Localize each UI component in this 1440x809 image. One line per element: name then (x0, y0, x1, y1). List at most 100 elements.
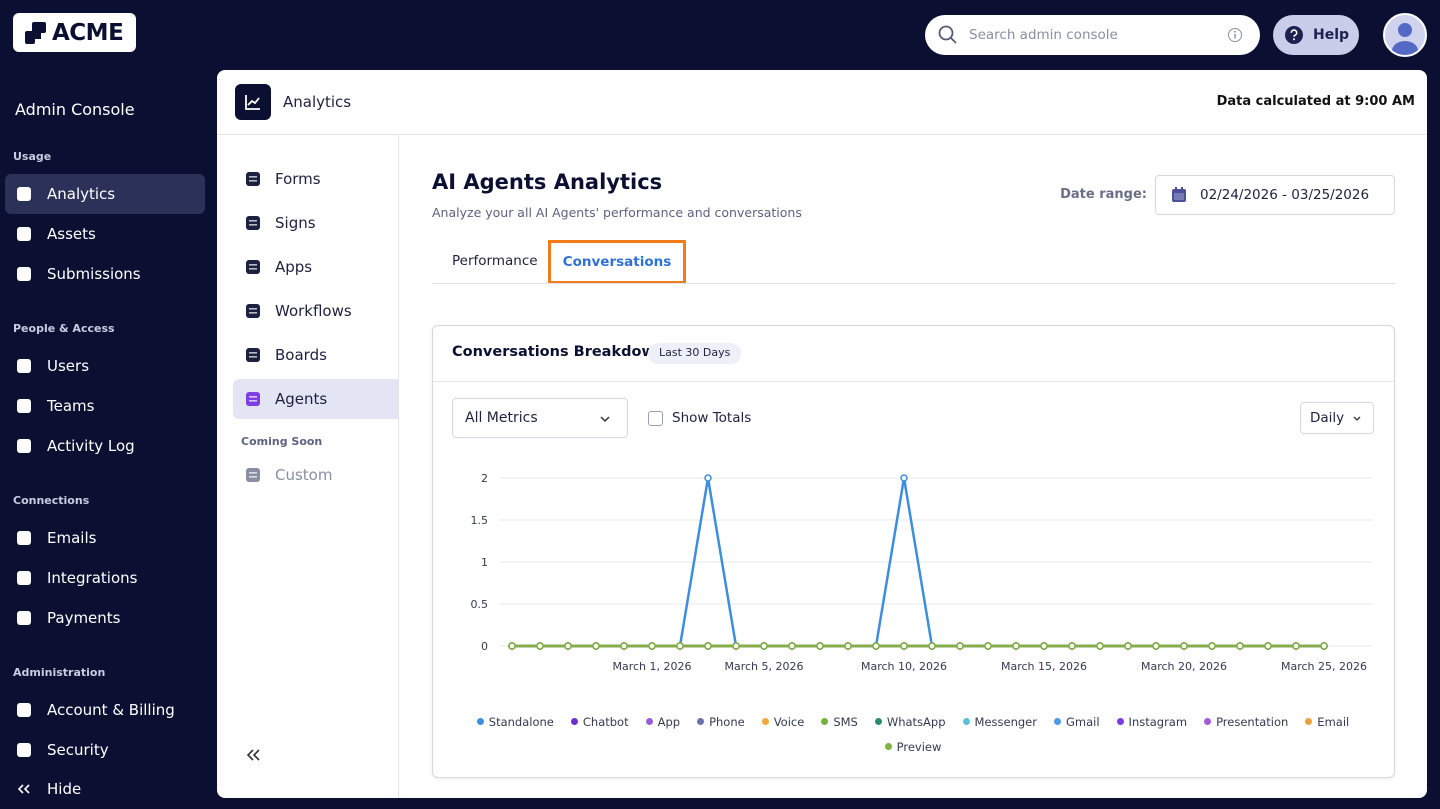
tab-performance[interactable]: Performance (452, 253, 538, 269)
data-point (1264, 642, 1272, 650)
sidebar-item[interactable]: Users (5, 346, 205, 386)
legend-swatch (761, 718, 769, 725)
sidebar-item[interactable]: Assets (5, 214, 205, 254)
logo[interactable]: ACME (13, 13, 136, 52)
show-totals[interactable]: Show Totals (648, 410, 751, 426)
sidebar-item[interactable]: Teams (5, 386, 205, 426)
data-point (1040, 642, 1048, 650)
date-range-picker[interactable]: 02/24/2026 - 03/25/2026 (1155, 175, 1395, 215)
legend-item[interactable]: Instagram (1116, 709, 1187, 734)
chart: 0 0.5 1 1.5 2 March 1, 2026 March 5, 2026 March… (471, 472, 1372, 673)
x-tick-label: March 5, 2026 (724, 660, 803, 673)
legend-swatch (1116, 718, 1124, 725)
collapse-subnav[interactable] (246, 748, 262, 762)
x-tick-label: March 25, 2026 (1281, 660, 1367, 673)
interval-select[interactable]: Daily (1300, 402, 1374, 434)
legend-item[interactable]: Messenger (962, 709, 1037, 734)
legend-swatch (476, 718, 484, 725)
metric-select[interactable]: All Metrics (452, 398, 628, 438)
subnav-item[interactable]: Signs (233, 203, 398, 243)
sidebar-item[interactable]: Activity Log (5, 426, 205, 466)
legend-label: Email (1317, 714, 1350, 729)
logo-text: ACME (52, 19, 124, 46)
subnav-item[interactable]: Apps (233, 247, 398, 287)
icon (17, 439, 31, 453)
legend-item[interactable]: Presentation (1204, 709, 1288, 734)
legend-item[interactable]: Standalone (476, 709, 554, 734)
legend-item[interactable]: Voice (761, 709, 804, 734)
sidebar-item[interactable]: Analytics (5, 174, 205, 214)
sidebar-item[interactable]: Security (5, 730, 205, 770)
subnav-item[interactable]: Boards (233, 335, 398, 375)
legend-item[interactable]: App (645, 709, 680, 734)
x-tick-label: March 1, 2026 (612, 660, 691, 673)
legend-swatch (1053, 718, 1061, 725)
icon (246, 348, 260, 362)
data-point (760, 642, 768, 650)
sidebar-item-label: Teams (47, 397, 95, 415)
subnav-item[interactable]: Forms (233, 159, 398, 199)
data-point (1320, 642, 1328, 650)
coming-soon-label: Coming Soon (241, 435, 323, 448)
data-point (1124, 642, 1132, 650)
icon (17, 743, 31, 757)
subnav-label: Workflows (275, 302, 352, 320)
y-tick-label: 1.5 (471, 514, 489, 527)
sidebar-section-label: Usage (13, 150, 52, 163)
legend-item[interactable]: Chatbot (570, 709, 629, 734)
data-point (1180, 642, 1188, 650)
data-point (1236, 642, 1244, 650)
tab-conversations[interactable]: Conversations (548, 240, 686, 284)
chevron (1353, 416, 1361, 421)
subnav-item[interactable]: Agents (233, 379, 398, 419)
checkbox[interactable] (648, 410, 663, 426)
help-button[interactable]: Help (1273, 15, 1359, 55)
legend-label: Messenger (974, 714, 1037, 729)
sidebar-item[interactable]: Integrations (5, 558, 205, 598)
y-tick-label: 0 (481, 640, 488, 653)
panel-header (217, 70, 1427, 135)
legend-item[interactable]: Preview (884, 734, 941, 759)
help-label: Help (1313, 27, 1350, 43)
data-point (1208, 642, 1216, 650)
legend-swatch (884, 743, 892, 750)
sidebar-item[interactable]: Payments (5, 598, 205, 638)
icon (246, 392, 260, 406)
avatar[interactable] (1383, 13, 1427, 57)
subnav-label: Custom (275, 466, 333, 484)
subnav-label: Signs (275, 214, 316, 232)
icon (17, 227, 31, 241)
sidebar-item-label: Security (47, 741, 109, 759)
data-point (872, 642, 880, 650)
sidebar-item[interactable]: Submissions (5, 254, 205, 294)
subnav-item[interactable]: Workflows (233, 291, 398, 331)
legend-label: Chatbot (582, 714, 629, 729)
y-tick-label: 0.5 (471, 598, 489, 611)
x-tick-label: March 20, 2026 (1141, 660, 1227, 673)
hide-label: Hide (47, 780, 82, 798)
hide-button[interactable]: Hide (15, 778, 81, 800)
legend-item[interactable]: WhatsApp (874, 709, 946, 734)
card-divider (433, 381, 1394, 382)
data-point (1012, 642, 1020, 650)
card (432, 325, 1395, 778)
sidebar-item-label: Integrations (47, 569, 138, 587)
legend-item[interactable]: SMS (821, 709, 858, 734)
sidebar-title: Admin Console (15, 100, 135, 119)
icon (17, 571, 31, 585)
icon (17, 187, 31, 201)
avatar-icon (1392, 23, 1418, 55)
legend-item[interactable]: Phone (697, 709, 745, 734)
sidebar-section-label: People & Access (13, 322, 115, 335)
legend-item[interactable]: Gmail (1053, 709, 1100, 734)
search-box[interactable]: Search admin console (925, 15, 1260, 55)
icon (17, 267, 31, 281)
icon (246, 468, 260, 482)
sidebar-item[interactable]: Account & Billing (5, 690, 205, 730)
subnav-item[interactable]: Custom (233, 455, 398, 495)
subnav-label: Boards (275, 346, 327, 364)
panel-title: Analytics (283, 93, 352, 111)
sidebar-item[interactable]: Emails (5, 518, 205, 558)
legend-item[interactable]: Email (1305, 709, 1349, 734)
